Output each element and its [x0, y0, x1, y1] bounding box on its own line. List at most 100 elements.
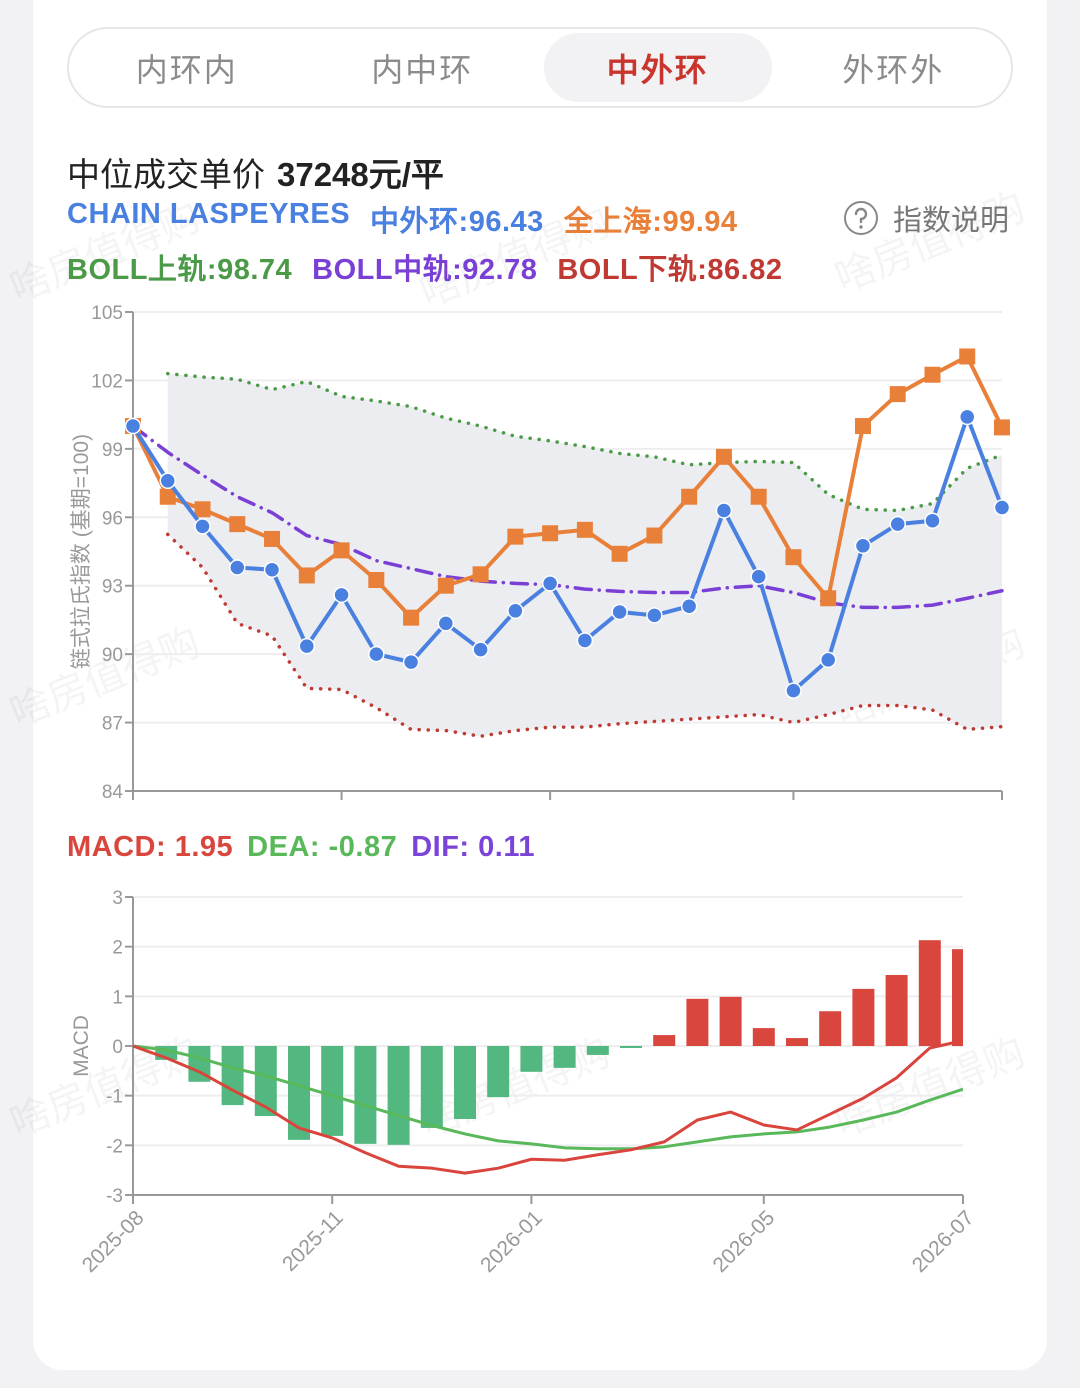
title-label: 中位成交单价	[67, 156, 265, 193]
point	[854, 418, 871, 435]
point	[368, 645, 385, 663]
point	[750, 568, 767, 585]
point	[924, 366, 941, 383]
point	[402, 653, 420, 671]
point	[194, 501, 211, 518]
point	[437, 615, 455, 632]
legend-item: MACD: 1.95	[67, 831, 234, 863]
point	[264, 530, 281, 547]
legend-item: BOLL上轨:98.74	[67, 254, 293, 286]
point	[994, 419, 1010, 436]
y-tick-label: 0	[112, 1037, 123, 1058]
point	[368, 572, 385, 589]
point	[646, 527, 663, 544]
point	[715, 448, 732, 465]
legend-item: DIF: 0.11	[411, 831, 535, 863]
y-tick-label: -2	[106, 1136, 123, 1157]
series-line	[133, 1044, 963, 1151]
x-tick-label: 2025-11	[278, 1206, 348, 1276]
bar	[786, 1038, 808, 1046]
plot-area	[133, 940, 963, 1175]
y-tick-label: 90	[102, 645, 123, 666]
legend-item: 中外环:96.43	[370, 206, 544, 238]
bar	[420, 1046, 443, 1128]
point	[646, 607, 663, 624]
point	[889, 386, 906, 403]
y-tick-label: 84	[102, 782, 124, 803]
legend-item: 全上海:99.94	[563, 206, 738, 238]
point	[611, 603, 628, 621]
point	[819, 651, 837, 669]
point	[889, 515, 906, 533]
point	[958, 408, 976, 426]
point	[542, 525, 559, 542]
legend: BOLL上轨:98.74 BOLL中轨:92.78 BOLL下轨:86.82	[67, 246, 783, 288]
bar	[752, 1028, 775, 1046]
point	[229, 559, 246, 576]
point	[124, 417, 142, 435]
bar	[354, 1046, 377, 1144]
boll-band	[167, 373, 1002, 737]
price: 37248元/平	[277, 156, 444, 193]
point	[576, 521, 593, 538]
point	[194, 518, 211, 535]
point	[507, 602, 524, 620]
y-tick-label: 87	[102, 714, 123, 735]
subtitle: CHAIN LASPEYRES	[67, 198, 351, 230]
bar	[852, 988, 875, 1046]
tab-bar: 内环内 内中环 中外环 外环外	[67, 27, 1013, 108]
bar	[885, 974, 908, 1046]
y-tick-label: 1	[112, 987, 123, 1008]
y-tick-label: 93	[102, 577, 123, 598]
point	[785, 682, 802, 699]
bar	[254, 1046, 277, 1117]
point	[403, 609, 420, 626]
series-line	[133, 1039, 963, 1175]
point	[333, 542, 350, 559]
legend-item: BOLL下轨:86.82	[557, 254, 783, 286]
y-tick-label: 102	[91, 371, 123, 392]
tab[interactable]: 外环外	[842, 51, 945, 88]
point	[263, 561, 281, 578]
help-icon	[844, 201, 878, 235]
bar	[952, 949, 963, 1046]
point	[820, 590, 837, 607]
tab[interactable]: 中外环	[544, 33, 772, 102]
tab[interactable]: 内中环	[371, 51, 474, 88]
bar	[487, 1046, 510, 1098]
x-tick-label: 2026-05	[709, 1206, 780, 1277]
y-tick-label: 105	[91, 303, 123, 324]
point	[785, 549, 802, 566]
bar	[520, 1046, 543, 1072]
point	[681, 488, 698, 505]
y-tick-label: 3	[112, 888, 123, 909]
x-tick-label: 2025-08	[78, 1206, 149, 1277]
point	[159, 488, 176, 505]
legend: MACD: 1.95 DEA: -0.87 DIF: 0.11	[67, 831, 535, 864]
x-tick-label: 2026-01	[476, 1206, 547, 1277]
point	[576, 632, 594, 649]
point	[159, 472, 177, 490]
help-text: 指数说明	[893, 205, 1010, 237]
bar	[321, 1046, 344, 1136]
bar	[819, 1011, 842, 1046]
point	[924, 512, 941, 529]
title: 中位成交单价 37248元/平	[67, 148, 444, 196]
bar	[620, 1046, 642, 1048]
bar	[686, 998, 709, 1046]
point	[333, 586, 350, 604]
bar	[454, 1046, 476, 1120]
y-axis-label: 链式拉氏指数 (基期=100)	[70, 434, 93, 669]
point	[715, 502, 733, 519]
bar	[586, 1046, 609, 1055]
y-tick-label: 2	[112, 938, 123, 959]
point	[507, 528, 524, 545]
point	[298, 637, 316, 655]
point	[680, 597, 698, 615]
series-line	[131, 414, 1004, 693]
tab[interactable]: 内环内	[135, 51, 238, 88]
point	[959, 348, 976, 365]
help-link[interactable]: 指数说明	[843, 197, 1009, 239]
